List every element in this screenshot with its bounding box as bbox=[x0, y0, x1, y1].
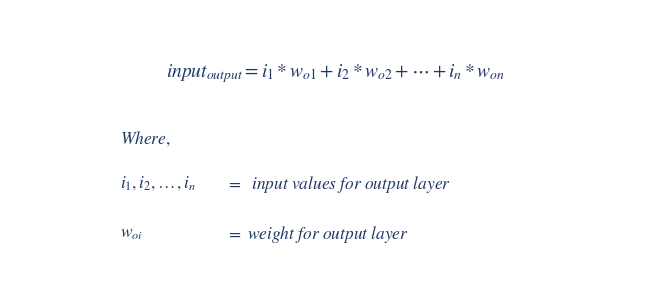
Text: $=\ \ \mathit{input\ values\ for\ output\ layer}$: $=\ \ \mathit{input\ values\ for\ output… bbox=[226, 174, 451, 195]
Text: $w_{oi}$: $w_{oi}$ bbox=[120, 224, 143, 242]
Text: $i_1, i_2, \ldots\, ,i_n$: $i_1, i_2, \ldots\, ,i_n$ bbox=[120, 174, 196, 192]
Text: $\mathit{Where,}$: $\mathit{Where,}$ bbox=[120, 129, 171, 148]
Text: $=\ \mathit{weight\ for\ output\ layer}$: $=\ \mathit{weight\ for\ output\ layer}$ bbox=[226, 224, 409, 245]
Text: $\mathit{input}_{\mathit{output}} = i_1 * w_{o1} + i_2 * w_{o2} + \cdots + i_n *: $\mathit{input}_{\mathit{output}} = i_1 … bbox=[165, 62, 505, 85]
